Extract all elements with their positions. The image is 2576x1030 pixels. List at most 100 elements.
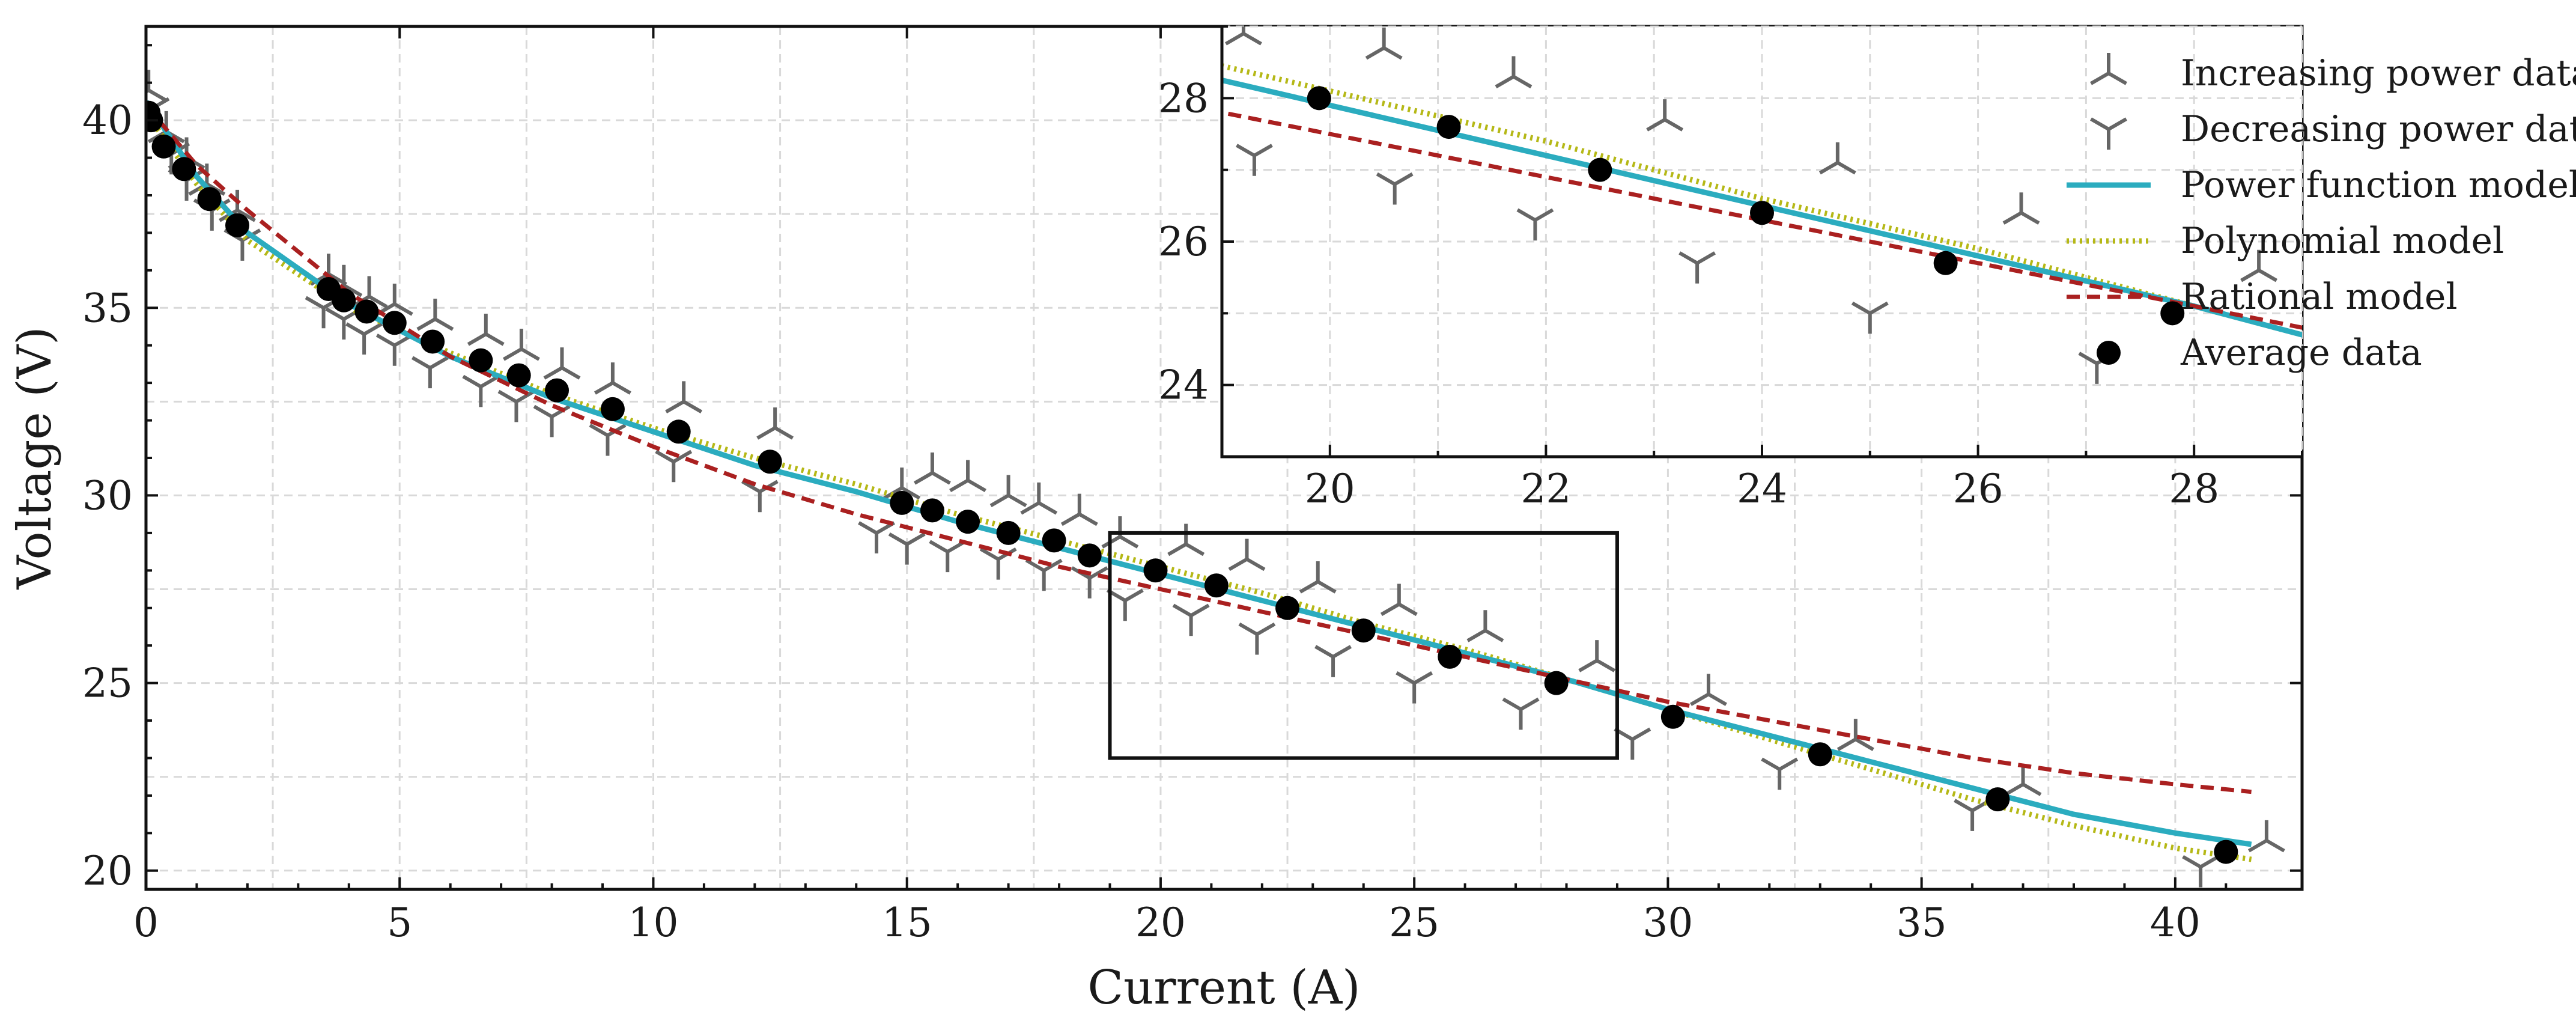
point-average-data-23	[1143, 558, 1168, 583]
point-average-data-16	[758, 449, 782, 474]
point-average-data-30	[1808, 742, 1832, 767]
point-decreasing-power-data-22	[1235, 144, 1273, 176]
point-decreasing-power-data-26	[1396, 671, 1433, 704]
point-decreasing-power-data-25	[1314, 645, 1352, 677]
inset-x-tick-label: 28	[2169, 466, 2219, 512]
legend: Increasing power data Decreasing power da…	[2067, 52, 2576, 374]
legend-entry-rational-model: Rational model	[2067, 276, 2458, 318]
point-average-data-27	[1438, 644, 1462, 669]
point-decreasing-power-data-29	[1761, 757, 1799, 790]
point-increasing-power-data-32	[2247, 820, 2285, 853]
line-rational-model	[1222, 110, 2302, 330]
inset-x-tick-label: 22	[1520, 466, 1571, 512]
inset-y-tick-label: 26	[1158, 219, 1209, 265]
y-tick-label: 25	[82, 660, 133, 707]
point-increasing-power-data-15	[756, 407, 794, 440]
x-axis-title: Current (A)	[1087, 961, 1360, 1015]
point-average-data-24	[1204, 573, 1229, 598]
point-average-data-10	[421, 329, 445, 354]
inset-x-tick-label: 24	[1737, 466, 1787, 512]
point-decreasing-power-data-24	[1238, 622, 1276, 655]
y-axis-title: Voltage (V)	[8, 327, 62, 590]
point-average-data-7	[332, 288, 356, 312]
point-decreasing-power-data-24	[1516, 208, 1554, 241]
x-tick-label: 40	[2150, 900, 2201, 946]
point-average-data-22	[1077, 543, 1102, 568]
point-average-data-26	[1351, 618, 1376, 643]
point-increasing-power-data-24	[1495, 56, 1533, 89]
point-increasing-power-data-20	[1020, 482, 1058, 515]
legend-entry-increasing-power-data: Increasing power data	[2090, 52, 2576, 94]
main-series	[146, 70, 2285, 888]
series-increasing-power-data	[146, 70, 2285, 853]
y-tick-label: 20	[82, 848, 133, 894]
point-average-data-31	[1985, 787, 2010, 812]
legend-label: Power function model	[2181, 164, 2576, 206]
point-decreasing-power-data-20	[1025, 558, 1063, 591]
x-tick-label: 0	[133, 900, 159, 946]
legend-entry-polynomial-model: Polynomial model	[2067, 220, 2504, 262]
point-increasing-power-data-11	[502, 328, 540, 361]
series-decreasing-power-data	[1235, 144, 2116, 384]
point-decreasing-power-data-25	[1678, 251, 1716, 284]
point-average-data-15	[666, 419, 691, 444]
main-ticks: 0 5 10 15 20 25 30 35 40 20 25 30 35 40	[82, 26, 2302, 946]
point-average-data-25	[1275, 596, 1300, 620]
point-increasing-power-data-17	[913, 452, 951, 485]
point-increasing-power-data-19	[989, 475, 1027, 508]
point-increasing-power-data-28	[2240, 249, 2278, 282]
point-increasing-power-data-13	[594, 362, 631, 395]
inset-axes	[1220, 26, 2302, 459]
legend-label: Decreasing power data	[2181, 108, 2576, 150]
y-tick-label: 35	[82, 285, 133, 331]
point-average-data-21	[1042, 528, 1066, 553]
point-average-data-28	[2160, 301, 2185, 326]
point-average-data-18	[920, 498, 944, 523]
point-increasing-power-data-26	[1380, 584, 1418, 617]
point-decreasing-power-data-9	[411, 356, 449, 389]
point-average-data-8	[354, 299, 379, 324]
point-increasing-power-data-23	[1365, 27, 1403, 60]
point-increasing-power-data-0	[146, 70, 168, 102]
x-tick-label: 20	[1135, 900, 1186, 946]
point-average-data-19	[956, 510, 980, 534]
inset-x-tick-label: 26	[1953, 466, 2003, 512]
point-average-data-12	[506, 363, 531, 388]
point-average-data-2	[151, 134, 176, 159]
x-tick-label: 15	[882, 900, 932, 946]
point-decreasing-power-data-11	[497, 389, 535, 422]
point-decreasing-power-data-10	[462, 374, 500, 407]
point-average-data-28	[1544, 671, 1569, 695]
point-decreasing-power-data-31	[2182, 855, 2220, 888]
point-increasing-power-data-18	[949, 460, 986, 493]
point-average-data-27	[1933, 251, 1958, 275]
point-increasing-power-data-10	[467, 313, 505, 346]
series-average-data	[146, 100, 2238, 864]
line-power-function-model	[1222, 77, 2302, 338]
x-tick-label: 35	[1897, 900, 1947, 946]
point-increasing-power-data-21	[1060, 493, 1098, 526]
inset-y-tick-label: 28	[1158, 75, 1209, 121]
x-tick-label: 25	[1389, 900, 1439, 946]
zoom-box	[1108, 531, 1619, 760]
inset-x-tick-label: 20	[1305, 466, 1355, 512]
point-average-data-5	[225, 213, 250, 237]
point-increasing-power-data-14	[665, 381, 703, 413]
x-tick-label: 10	[628, 900, 678, 946]
legend-label: Rational model	[2181, 276, 2458, 318]
point-decreasing-power-data-17	[888, 532, 926, 565]
point-decreasing-power-data-23	[1172, 603, 1210, 636]
inset-ticks: 20 22 24 26 28 24 26 28	[1158, 25, 2303, 512]
y-tick-label: 30	[82, 472, 133, 519]
series-increasing-power-data	[1225, 26, 2278, 282]
series-decreasing-power-data	[146, 97, 2220, 888]
inset-y-tick-label: 24	[1158, 362, 1209, 409]
point-decreasing-power-data-12	[533, 404, 571, 437]
point-average-data-17	[890, 490, 914, 515]
point-decreasing-power-data-7	[345, 322, 383, 355]
point-average-data-4	[197, 187, 222, 212]
point-average-data-14	[600, 397, 625, 421]
series-average-data	[1307, 86, 2185, 326]
y-tick-label: 40	[82, 97, 133, 144]
